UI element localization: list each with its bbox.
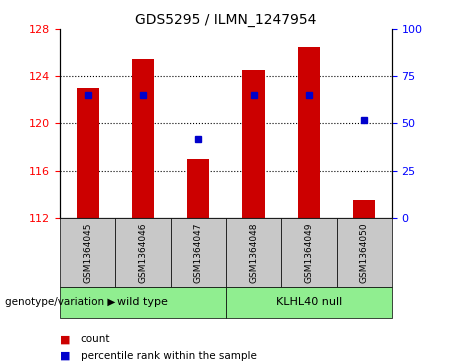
Text: GSM1364050: GSM1364050 <box>360 222 369 283</box>
Bar <box>77 88 99 218</box>
Bar <box>187 159 209 218</box>
Bar <box>242 70 265 218</box>
Text: GSM1364047: GSM1364047 <box>194 222 203 282</box>
Bar <box>298 47 320 218</box>
Bar <box>353 200 375 218</box>
Text: GSM1364046: GSM1364046 <box>138 222 148 282</box>
Text: genotype/variation ▶: genotype/variation ▶ <box>5 297 115 307</box>
Text: wild type: wild type <box>118 297 168 307</box>
Text: count: count <box>81 334 110 344</box>
Bar <box>132 58 154 218</box>
Text: GSM1364045: GSM1364045 <box>83 222 92 282</box>
Text: ■: ■ <box>60 351 71 361</box>
Title: GDS5295 / ILMN_1247954: GDS5295 / ILMN_1247954 <box>135 13 317 26</box>
Text: ■: ■ <box>60 334 71 344</box>
Text: KLHL40 null: KLHL40 null <box>276 297 342 307</box>
Text: percentile rank within the sample: percentile rank within the sample <box>81 351 257 361</box>
Text: GSM1364049: GSM1364049 <box>304 222 313 282</box>
Text: GSM1364048: GSM1364048 <box>249 222 258 282</box>
